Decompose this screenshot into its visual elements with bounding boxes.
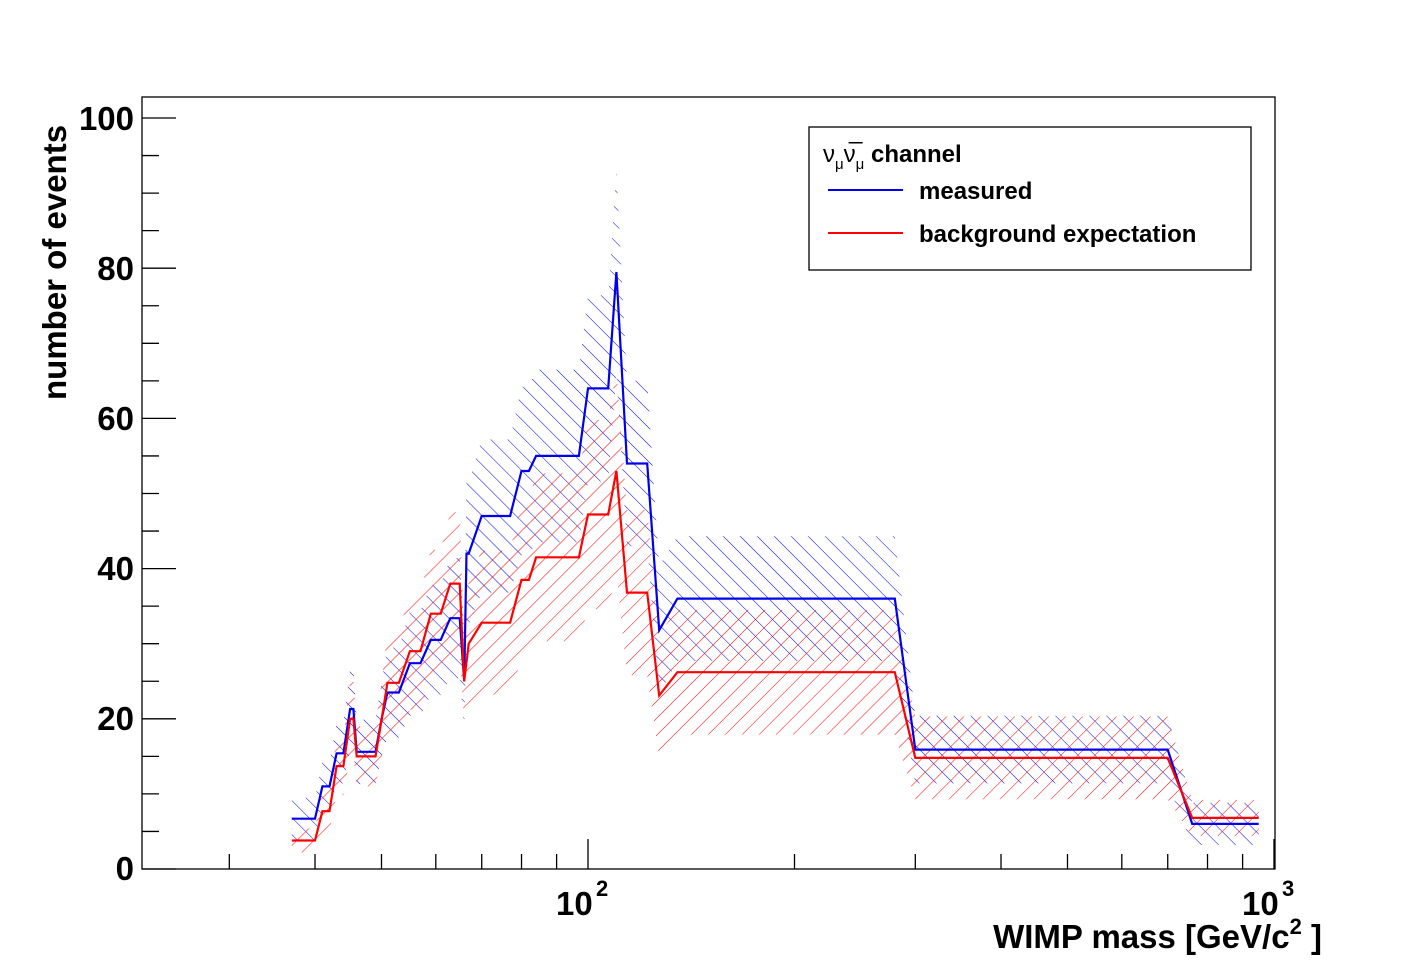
y-tick-label: 0 (116, 850, 134, 887)
legend-label-measured: measured (919, 178, 1032, 205)
x-axis-ticks (228, 839, 1275, 869)
legend-label-background: background expectation (919, 221, 1196, 248)
error-band-background (291, 369, 1259, 853)
legend-box (808, 126, 1252, 271)
x-tick-label-1000: 10 3 (1242, 876, 1294, 922)
y-axis-ticks (142, 117, 176, 870)
legend-title-sub2: μ (856, 156, 865, 173)
x-axis-title-sup: 2 (1290, 914, 1302, 939)
y-tick-label: 40 (97, 550, 134, 587)
error-bands (291, 170, 1259, 853)
x-axis-title: WIMP mass [GeV/c2 ] (993, 914, 1322, 955)
x-axis-title-end: ] (1302, 918, 1322, 955)
y-axis-title: number of events (36, 125, 73, 400)
x-tick-label-exp: 3 (1282, 876, 1294, 901)
y-tick-label: 20 (97, 700, 134, 737)
x-tick-label-base: 10 (1242, 885, 1279, 922)
series-line-background (291, 470, 1259, 842)
x-axis-title-main: WIMP mass [GeV/c (993, 918, 1290, 955)
plot-frame (141, 96, 1276, 870)
y-tick-label: 60 (97, 400, 134, 437)
legend-title-nu: ν (823, 141, 835, 168)
y-tick-label: 80 (97, 250, 134, 287)
legend-title-sub1: μ (835, 156, 844, 173)
y-tick-label: 100 (79, 100, 134, 137)
series-lines (291, 271, 1259, 842)
legend-title-text: channel (864, 141, 961, 168)
x-tick-label-100: 10 2 (556, 876, 608, 922)
x-tick-label-base: 10 (556, 885, 593, 922)
y-tick-labels: 0 20 40 60 80 100 (79, 100, 134, 887)
legend: νμν̅μ channel measured background expect… (808, 126, 1252, 271)
legend-title: νμν̅μ channel (823, 141, 962, 173)
x-tick-label-exp: 2 (596, 876, 608, 901)
